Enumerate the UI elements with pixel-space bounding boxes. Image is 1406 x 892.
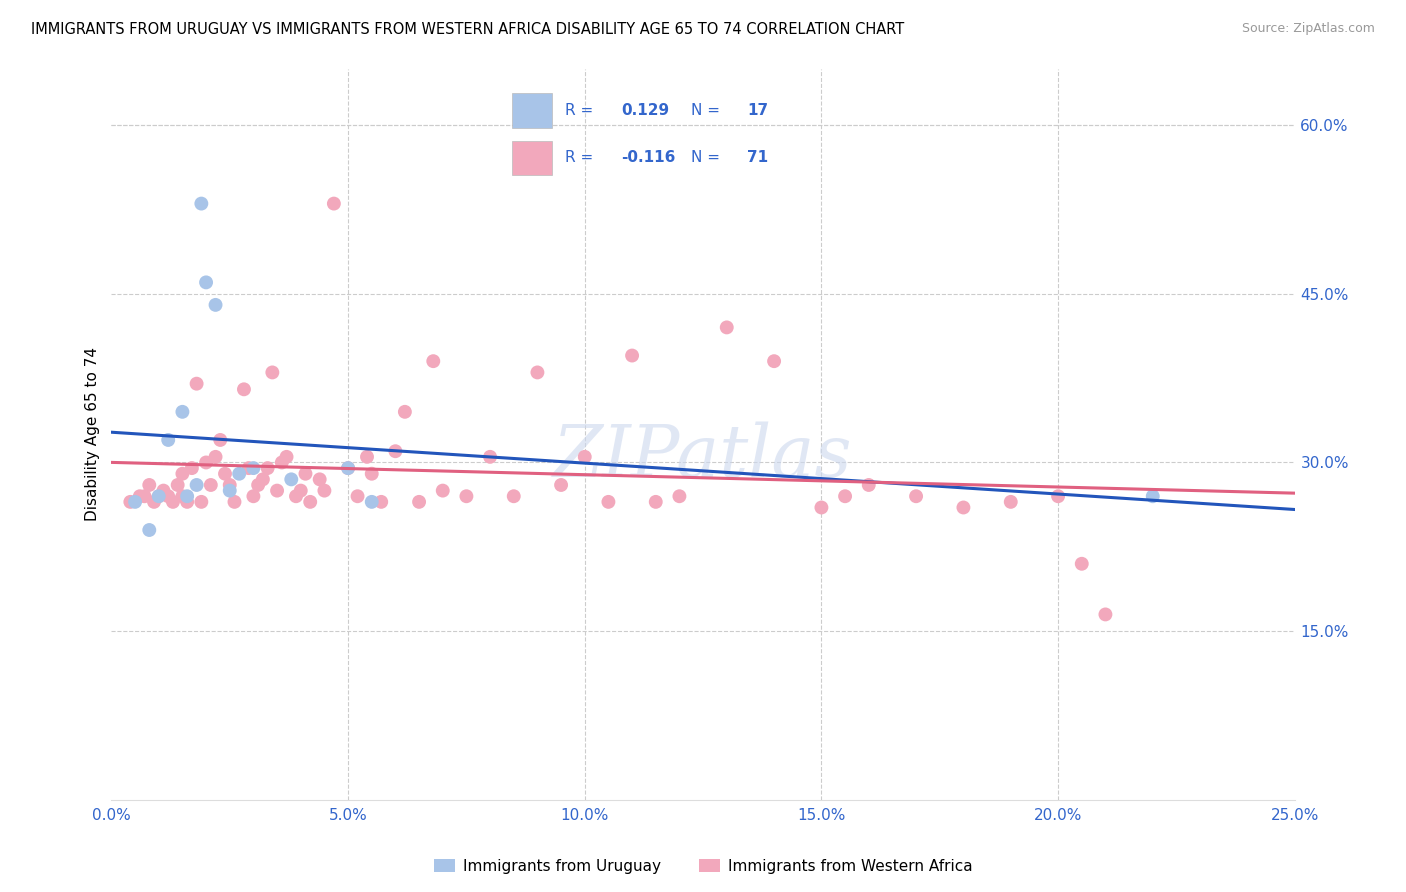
Point [858,478,880,492]
Point [280,472,302,486]
Point [276,450,298,464]
Point [574,450,596,464]
Point [270,455,292,469]
Point [176,495,198,509]
Point [394,405,416,419]
Point [186,376,208,391]
Point [166,478,188,492]
Point [162,495,184,509]
Point [134,489,156,503]
Point [1047,489,1070,503]
Point [337,461,360,475]
Point [209,433,232,447]
Point [285,489,308,503]
Point [262,366,284,380]
Point [157,433,180,447]
Point [190,196,212,211]
Point [172,467,194,481]
Point [314,483,336,498]
Point [346,489,368,503]
Point [322,196,344,211]
Point [143,495,166,509]
Point [952,500,974,515]
Point [195,276,218,290]
Point [1070,557,1092,571]
Point [337,461,360,475]
Point [370,495,392,509]
Point [479,450,502,464]
Point [204,298,226,312]
Point [408,495,430,509]
Point [218,483,240,498]
Point [157,489,180,503]
Point [190,495,212,509]
Point [200,478,222,492]
Point [120,495,142,509]
Point [204,450,226,464]
Point [186,478,208,492]
Point [422,354,444,368]
Point [502,489,524,503]
Point [360,495,382,509]
Text: ZIPatlas: ZIPatlas [554,421,853,491]
Point [138,478,160,492]
Point [621,349,644,363]
Point [218,478,240,492]
Point [180,461,202,475]
Point [1000,495,1022,509]
Point [242,489,264,503]
Point [152,483,174,498]
Point [148,489,170,503]
Point [834,489,856,503]
Point [238,461,260,475]
Point [138,523,160,537]
Point [266,483,288,498]
Text: Source: ZipAtlas.com: Source: ZipAtlas.com [1241,22,1375,36]
Point [214,467,236,481]
Point [1094,607,1116,622]
Point [526,366,548,380]
Point [763,354,786,368]
Point [228,467,250,481]
Point [384,444,406,458]
Point [172,405,194,419]
Y-axis label: Disability Age 65 to 74: Disability Age 65 to 74 [86,347,100,521]
Point [644,495,666,509]
Point [294,467,316,481]
Point [176,489,198,503]
Legend: Immigrants from Uruguay, Immigrants from Western Africa: Immigrants from Uruguay, Immigrants from… [427,853,979,880]
Point [195,455,218,469]
Point [124,495,146,509]
Point [128,489,150,503]
Point [905,489,928,503]
Point [810,500,832,515]
Point [256,461,278,475]
Point [456,489,478,503]
Point [356,450,378,464]
Point [668,489,690,503]
Point [172,489,194,503]
Point [224,495,246,509]
Point [247,478,270,492]
Point [550,478,572,492]
Point [308,472,330,486]
Point [432,483,454,498]
Point [1142,489,1164,503]
Point [252,472,274,486]
Point [290,483,312,498]
Point [299,495,322,509]
Point [148,489,170,503]
Point [716,320,738,334]
Point [360,467,382,481]
Point [233,382,256,396]
Point [598,495,620,509]
Point [242,461,264,475]
Text: IMMIGRANTS FROM URUGUAY VS IMMIGRANTS FROM WESTERN AFRICA DISABILITY AGE 65 TO 7: IMMIGRANTS FROM URUGUAY VS IMMIGRANTS FR… [31,22,904,37]
